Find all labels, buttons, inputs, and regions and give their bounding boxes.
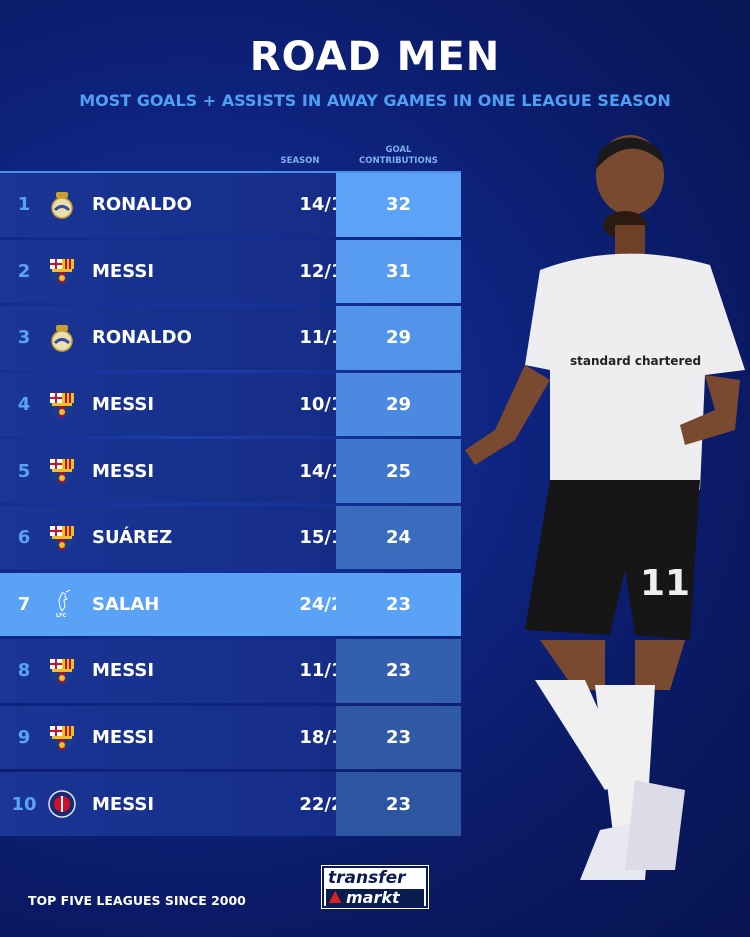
header-goal-line1: GOAL <box>385 145 412 155</box>
rank: 9 <box>17 727 31 748</box>
goal-contributions: 23 <box>336 705 461 770</box>
real-madrid-crest-icon <box>48 191 76 219</box>
rank: 1 <box>17 194 31 216</box>
page-title: ROAD MEN <box>249 34 501 80</box>
player-photo: 11 standard chartered <box>465 135 745 880</box>
footer-note: TOP FIVE LEAGUES SINCE 2000 <box>28 893 246 908</box>
barcelona-crest-icon <box>48 657 76 685</box>
rank: 4 <box>17 394 31 416</box>
player-name: MESSI <box>92 460 155 482</box>
barcelona-crest-icon <box>48 457 76 485</box>
logo-line2: markt <box>326 889 424 906</box>
player-name: SUÁREZ <box>92 527 173 549</box>
goal-contributions: 31 <box>336 239 461 304</box>
rank: 6 <box>17 527 31 549</box>
shirt-number: 11 <box>640 563 690 604</box>
table-row: 6 SUÁREZ 15/16 24 <box>0 505 461 570</box>
logo-line1: transfer <box>328 868 406 888</box>
barcelona-crest-icon <box>48 391 76 419</box>
player-name: MESSI <box>92 727 155 748</box>
player-name: RONALDO <box>92 327 192 349</box>
goal-contributions: 32 <box>336 173 461 237</box>
footballer-icon: ▲ <box>329 886 342 905</box>
player-name: MESSI <box>92 793 155 815</box>
table-row: 7 LFC SALAH 24/25 23 <box>0 572 461 637</box>
header-goal-contributions: GOAL CONTRIBUTIONS <box>336 145 461 167</box>
goal-contributions: 29 <box>336 372 461 437</box>
table-row: 9 MESSI 18/19 23 <box>0 705 461 770</box>
page-subtitle: MOST GOALS + ASSISTS IN AWAY GAMES IN ON… <box>79 91 671 110</box>
shirt-sponsor: standard chartered <box>570 354 701 368</box>
player-name: MESSI <box>92 660 155 682</box>
barcelona-crest-icon <box>48 257 76 285</box>
table-row: 8 MESSI 11/12 23 <box>0 639 461 703</box>
goal-contributions: 23 <box>336 639 461 703</box>
barcelona-crest-icon <box>48 524 76 552</box>
real-madrid-crest-icon <box>48 324 76 352</box>
player-name: RONALDO <box>92 194 192 216</box>
goal-contributions: 25 <box>336 439 461 503</box>
goal-contributions: 23 <box>336 572 461 637</box>
svg-text:LFC: LFC <box>56 613 67 618</box>
table-row: 3 RONALDO 11/12 29 <box>0 306 461 370</box>
psg-crest-icon <box>48 790 76 818</box>
table-row: 5 MESSI 14/15 25 <box>0 439 461 503</box>
table-row: 4 MESSI 10/11 29 <box>0 372 461 437</box>
table-row: 1 RONALDO 14/15 32 <box>0 173 461 237</box>
rank: 10 <box>11 793 37 815</box>
rank: 3 <box>17 327 31 349</box>
player-name: MESSI <box>92 260 155 282</box>
table-row: 10 MESSI 22/23 23 <box>0 772 461 836</box>
player-name: MESSI <box>92 394 155 416</box>
rank: 7 <box>17 593 31 615</box>
rank: 5 <box>17 460 31 482</box>
liverpool-crest-icon: LFC <box>48 590 76 618</box>
goal-contributions: 29 <box>336 306 461 370</box>
transfermarkt-logo: transfer markt ▲ <box>321 865 429 909</box>
player-name: SALAH <box>92 593 160 615</box>
goal-contributions: 24 <box>336 505 461 570</box>
goal-contributions: 23 <box>336 772 461 836</box>
header-season: SEASON <box>280 156 320 166</box>
rank: 2 <box>17 260 31 282</box>
barcelona-crest-icon <box>48 724 76 752</box>
ranking-table: 1 RONALDO 14/15 32 2 MESSI 12/13 31 3 RONA… <box>0 171 461 839</box>
rank: 8 <box>17 660 31 682</box>
header-goal-line2: CONTRIBUTIONS <box>359 156 438 166</box>
table-row: 2 MESSI 12/13 31 <box>0 239 461 304</box>
